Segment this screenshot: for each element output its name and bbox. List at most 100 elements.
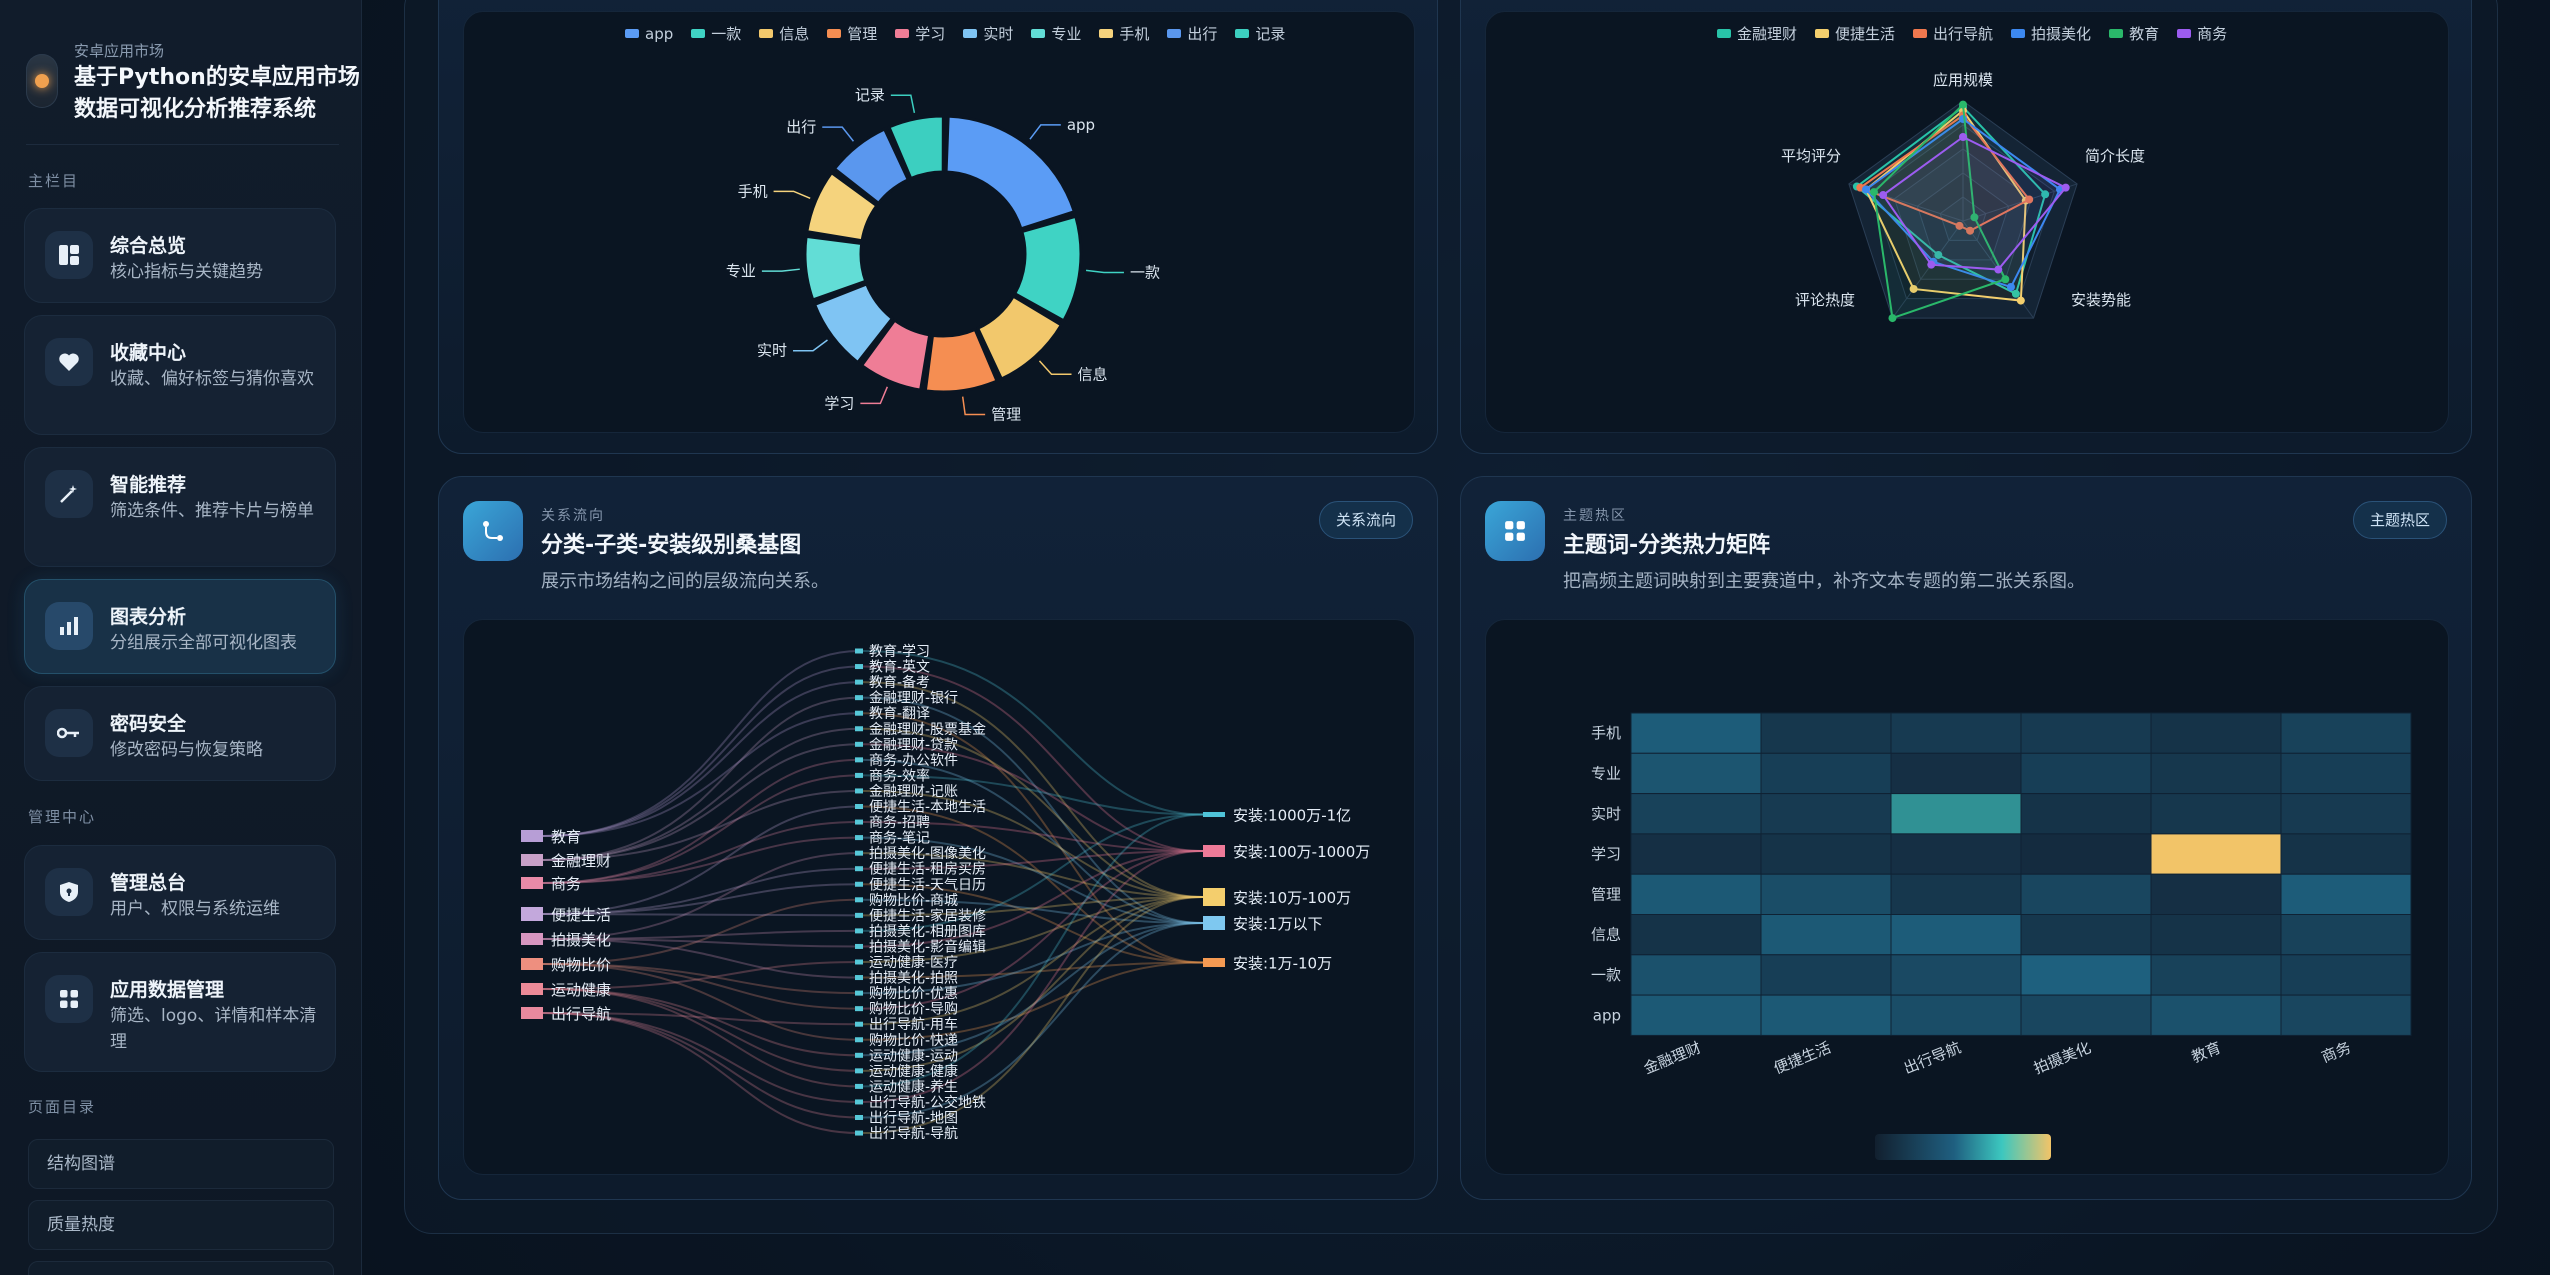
legend-item[interactable]: 出行 — [1167, 23, 1217, 44]
sankey-node-label: 运动健康 — [551, 981, 611, 999]
donut-slice — [944, 114, 1076, 231]
heatmap-cell — [1760, 793, 1892, 835]
toc-item-quality[interactable]: 质量热度 — [28, 1200, 334, 1250]
sankey-node — [855, 819, 863, 825]
legend-swatch — [1913, 29, 1928, 38]
donut-label-line — [1085, 269, 1124, 274]
heatmap-cell — [1760, 833, 1892, 875]
sankey-node-label: 运动健康-医疗 — [869, 954, 958, 971]
sankey-link — [862, 813, 1204, 932]
sankey-node-label: 教育 — [551, 828, 581, 846]
sankey-node-label: 购物比价-导购 — [869, 1002, 958, 1018]
legend-item[interactable]: 专业 — [1031, 23, 1081, 44]
legend-label: 金融理财 — [1737, 25, 1798, 43]
radar-series-area — [1864, 109, 2027, 302]
legend-item[interactable]: 便捷生活 — [1815, 23, 1895, 44]
radar-series-point — [1927, 260, 1936, 269]
sankey-link — [862, 696, 1204, 924]
nav-item-app-data[interactable]: 应用数据管理 筛选、logo、详情和样本清理 — [24, 952, 336, 1072]
legend-item[interactable]: 一款 — [691, 23, 741, 44]
legend-item[interactable]: 记录 — [1235, 23, 1285, 44]
donut-label: 管理 — [991, 405, 1021, 423]
radar-indicator-label: 平均评分 — [1781, 147, 1841, 165]
sankey-link — [542, 988, 860, 1088]
brand-subtitle: 安卓应用市场 — [74, 42, 165, 60]
legend-item[interactable]: 信息 — [759, 23, 809, 44]
heatmap-cell — [2150, 954, 2282, 996]
legend-item[interactable]: 教育 — [2109, 23, 2159, 44]
sankey-node-label: 拍摄美化-影音编辑 — [869, 938, 986, 955]
heatmap-y-label: app — [1593, 1006, 1621, 1024]
legend-item[interactable]: 商务 — [2177, 23, 2227, 44]
legend-item[interactable]: 拍摄美化 — [2011, 23, 2091, 44]
toc-item-structure[interactable]: 结构图谱 — [28, 1139, 334, 1189]
legend-swatch — [2109, 29, 2124, 38]
sankey-node — [1203, 812, 1225, 817]
legend-item[interactable]: 金融理财 — [1717, 23, 1797, 44]
sankey-node — [855, 788, 863, 794]
donut-label: 信息 — [1078, 365, 1108, 383]
panel-badge[interactable]: 主题热区 — [2352, 501, 2447, 539]
sankey-node — [855, 1083, 863, 1089]
sankey-node — [855, 741, 863, 747]
legend-item[interactable]: 实时 — [963, 23, 1013, 44]
legend-item[interactable]: 管理 — [827, 23, 877, 44]
toc-item-more[interactable] — [28, 1261, 334, 1275]
sankey-link — [542, 1012, 860, 1119]
nav-item-desc: 分组展示全部可视化图表 — [110, 633, 297, 653]
legend-item[interactable]: 手机 — [1099, 23, 1149, 44]
sankey-node-label: 拍摄美化 — [551, 931, 611, 949]
donut-slice — [860, 318, 932, 392]
legend-item[interactable]: 学习 — [895, 23, 945, 44]
sankey-node — [855, 664, 863, 670]
nav-item-security[interactable]: 密码安全 修改密码与恢复策略 — [24, 686, 336, 781]
sankey-link — [862, 743, 1204, 852]
panel-eyebrow: 主题热区 — [1563, 508, 1627, 524]
radar-series-area — [1872, 102, 2007, 320]
radar-series-point — [1879, 191, 1888, 200]
legend-item[interactable]: 出行导航 — [1913, 23, 1993, 44]
sankey-link — [862, 896, 1204, 1026]
nav-item-admin-console[interactable]: 管理总台 用户、权限与系统运维 — [24, 845, 336, 940]
panel-badge[interactable]: 关系流向 — [1318, 501, 1413, 539]
heatmap-panel: 主题热区 主题词-分类热力矩阵 把高频主题词映射到主要赛道中，补齐文本专题的第二… — [1460, 476, 2472, 1200]
nav-item-favorites[interactable]: 收藏中心 收藏、偏好标签与猜你喜欢 — [24, 315, 336, 435]
sankey-link — [542, 727, 860, 861]
sankey-node — [855, 1052, 863, 1058]
sankey-node — [855, 679, 863, 685]
legend-label: app — [645, 24, 674, 43]
sankey-panel: 关系流向 分类-子类-安装级别桑基图 展示市场结构之间的层级流向关系。 关系流向… — [438, 476, 1438, 1200]
sankey-node — [855, 943, 863, 949]
sankey-link — [862, 789, 1204, 898]
nav-item-recommend[interactable]: 智能推荐 筛选条件、推荐卡片与榜单 — [24, 447, 336, 567]
dashboard-icon — [45, 231, 93, 279]
sankey-link — [542, 963, 860, 995]
sankey-link — [542, 1012, 860, 1135]
donut-label: 记录 — [855, 86, 885, 104]
heatmap-y-label: 管理 — [1591, 885, 1621, 903]
legend-item[interactable]: app — [625, 23, 673, 44]
nav-item-overview[interactable]: 综合总览 核心指标与关键趋势 — [24, 208, 336, 303]
sankey-node — [855, 897, 863, 903]
sankey-link — [542, 961, 860, 990]
radar-series-area — [1858, 114, 2031, 232]
donut-label-line — [1029, 124, 1061, 140]
sidebar: 安卓应用市场 基于Python的安卓应用市场数据可视化分析推荐系统 主栏目 综合… — [0, 0, 362, 1275]
heatmap-cell — [1630, 752, 1762, 795]
radar-legend: 金融理财 便捷生活 出行导航 拍摄美化 教育 商务 — [1717, 23, 2227, 44]
sankey-node — [521, 830, 543, 842]
nav-item-desc: 用户、权限与系统运维 — [110, 899, 280, 919]
heatmap-cell — [1890, 954, 2022, 996]
nav-item-charts[interactable]: 图表分析 分组展示全部可视化图表 — [24, 579, 336, 674]
legend-label: 记录 — [1255, 25, 1286, 43]
divider — [26, 144, 339, 145]
heatmap-cell — [2280, 994, 2412, 1036]
heatmap-cell — [1760, 914, 1892, 956]
sankey-node-label: 运动健康-健康 — [869, 1063, 958, 1080]
sankey-node-label: 便捷生活-天气日历 — [869, 877, 986, 893]
radar-series-point — [2061, 183, 2070, 192]
sankey-node-label: 安装:100万-1000万 — [1233, 843, 1370, 861]
sankey-link — [542, 938, 860, 979]
